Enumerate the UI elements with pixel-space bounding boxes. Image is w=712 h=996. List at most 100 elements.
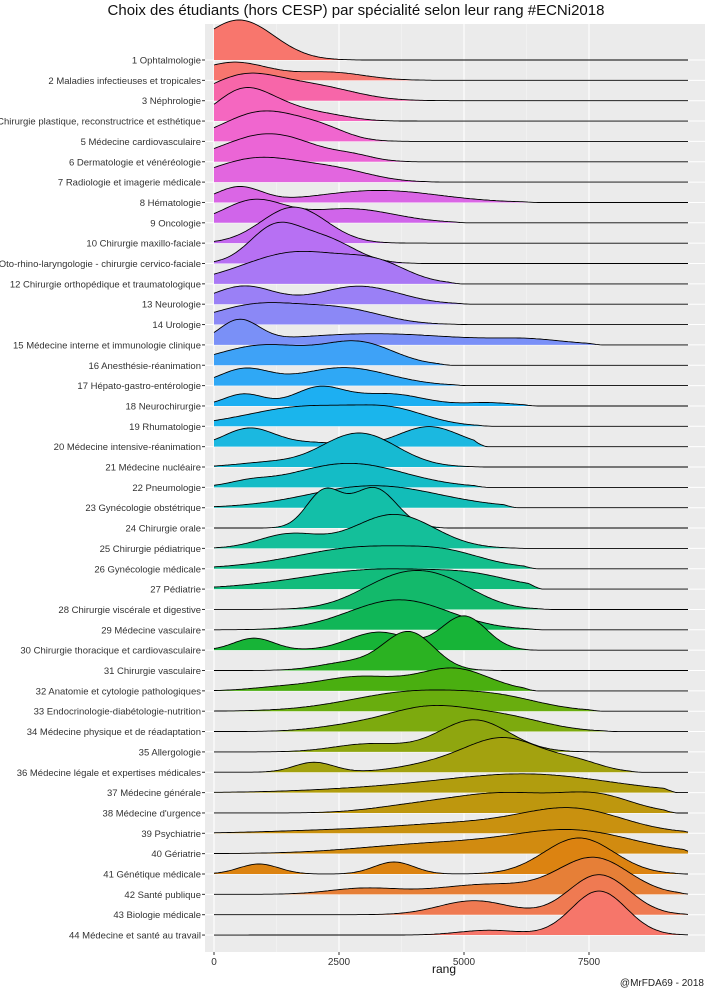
y-axis-label: 28 Chirurgie viscérale et digestive [58, 605, 201, 616]
ridge-area [214, 73, 688, 101]
ridge-outline [213, 568, 688, 590]
ridge-area [214, 199, 688, 223]
ridge-outline [213, 156, 688, 183]
ridge-area [214, 285, 688, 305]
y-axis-label: 3 Néphrologie [142, 96, 201, 107]
y-axis-label: 37 Médecine générale [107, 788, 201, 799]
y-axis-label: 29 Médecine vasculaire [101, 625, 201, 636]
ridge-outline [213, 285, 688, 305]
ridge-area [214, 773, 688, 793]
ridge-area [214, 251, 688, 284]
ridge-area [214, 426, 688, 447]
y-axis-label: 22 Pneumologie [132, 483, 201, 494]
ridge-area [214, 667, 688, 691]
credit-caption: @MrFDA69 - 2018 [619, 978, 704, 989]
x-axis-title: rang [432, 962, 456, 976]
ridge-outline [213, 133, 688, 163]
ridge-outline [214, 773, 688, 794]
ridge-outline [214, 874, 689, 916]
y-axis-label: 14 Urologie [152, 320, 201, 331]
ridge-outline [214, 791, 688, 814]
y-axis-label: 26 Gynécologie médicale [94, 564, 201, 575]
ridge-area [214, 705, 688, 732]
ridge-outline [213, 545, 688, 570]
ridge-outline [214, 486, 688, 529]
ridge-outline [214, 856, 689, 895]
y-axis-label: 36 Médecine légale et expertises médical… [17, 768, 202, 779]
y-axis-label: 1 Ophtalmologie [132, 56, 201, 67]
y-axis-label: 9 Oncologie [150, 218, 201, 229]
ridge-outline [213, 807, 689, 834]
y-axis-label: 30 Chirurgie thoracique et cardiovascula… [20, 646, 201, 657]
ridge-outline [214, 719, 688, 753]
y-axis-label: 32 Anatomie et cytologie pathologiques [36, 686, 202, 697]
ridge-outline [213, 302, 688, 326]
ridge-outline [213, 462, 688, 488]
y-axis-label: 18 Neurochirurgie [125, 401, 201, 412]
ridge-outline [213, 432, 688, 468]
y-axis-label: 44 Médecine et santé au travail [69, 931, 201, 942]
ridge-outline [213, 615, 688, 651]
ridge-area [214, 319, 688, 345]
y-axis-label: 24 Chirurgie orale [125, 524, 201, 535]
ridge-area [214, 157, 688, 183]
ridge-outline [214, 890, 688, 936]
ridge-outline [213, 206, 688, 244]
y-axis-label: 10 Chirurgie maxillo-faciale [86, 239, 201, 250]
y-axis-label: 33 Endocrinologie-diabétologie-nutrition [34, 707, 201, 718]
ridges-layer [213, 19, 689, 936]
y-axis-label: 12 Chirurgie orthopédique et traumatolog… [10, 279, 201, 290]
chart-title: Choix des étudiants (hors CESP) par spéc… [107, 2, 605, 19]
ridge-outline [214, 829, 689, 854]
ridge-area [214, 302, 688, 325]
ridge-outline [214, 704, 688, 733]
y-axis-label: 39 Psychiatrie [141, 829, 201, 840]
y-axis-label: 38 Médecine d'urgence [103, 808, 201, 819]
ridge-area [214, 545, 688, 569]
ridge-outline [213, 87, 688, 122]
ridge-area [214, 570, 688, 610]
ridge-area [214, 487, 688, 529]
y-axis-label: 13 Neurologie [142, 300, 201, 311]
ridge-area [214, 433, 688, 467]
ridge-outline [213, 367, 688, 387]
ridge-outline [213, 385, 688, 407]
ridge-outline [214, 485, 688, 509]
ridge-outline [214, 630, 688, 671]
y-axis-label: 23 Gynécologie obstétrique [85, 503, 201, 514]
ridge-area [214, 186, 688, 203]
y-axis-label: 19 Rhumatologie [129, 422, 201, 433]
ridge-area [214, 110, 688, 142]
y-axis-label: 31 Chirurgie vasculaire [104, 666, 201, 677]
y-axis-label: 20 Médecine intensive-réanimation [54, 442, 201, 453]
ridge-outline [213, 837, 688, 875]
ridge-outline [213, 72, 688, 102]
ridge-outline [213, 426, 688, 448]
ridge-area [214, 631, 688, 671]
y-axis-label: 8 Hématologie [140, 198, 201, 209]
ridge-area [214, 690, 688, 712]
ridge-area [214, 737, 688, 773]
y-axis-label: 43 Biologie médicale [113, 910, 201, 921]
ridge-area [214, 463, 688, 488]
y-axis-label: 41 Génétique médicale [103, 870, 201, 881]
ridge-outline [214, 667, 688, 692]
ridge-area [214, 514, 688, 549]
ridge-outline [213, 318, 688, 346]
ridge-area [214, 807, 688, 834]
ridge-area [214, 133, 688, 162]
ridge-area [214, 386, 688, 406]
y-axis-label: 21 Médecine nucléaire [105, 463, 201, 474]
ridge-area [214, 340, 688, 366]
y-axis-label: 34 Médecine physique et de réadaptation [27, 727, 201, 738]
ridge-outline [213, 221, 688, 264]
y-axis-label: 27 Pédiatrie [150, 585, 201, 596]
x-tick-label: 7500 [578, 957, 601, 968]
ridge-outline [213, 185, 688, 203]
ridge-area [214, 599, 688, 630]
x-tick-label: 5000 [453, 957, 476, 968]
ridge-outline [213, 513, 688, 549]
y-axis-label: 16 Anesthésie-réanimation [89, 361, 202, 372]
y-axis-label: 17 Hépato-gastro-entérologie [77, 381, 201, 392]
